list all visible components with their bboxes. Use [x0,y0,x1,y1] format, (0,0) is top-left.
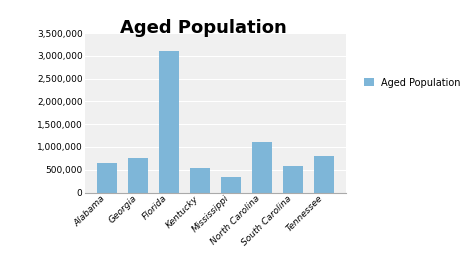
Bar [190,168,210,192]
Legend: Aged Population: Aged Population [364,78,461,88]
Text: Aged Population: Aged Population [120,19,287,37]
Bar [314,156,334,192]
Bar [159,51,179,192]
Bar [128,158,148,192]
Bar [221,177,241,192]
Bar [283,166,303,192]
Bar [97,163,117,192]
Bar [252,142,272,192]
